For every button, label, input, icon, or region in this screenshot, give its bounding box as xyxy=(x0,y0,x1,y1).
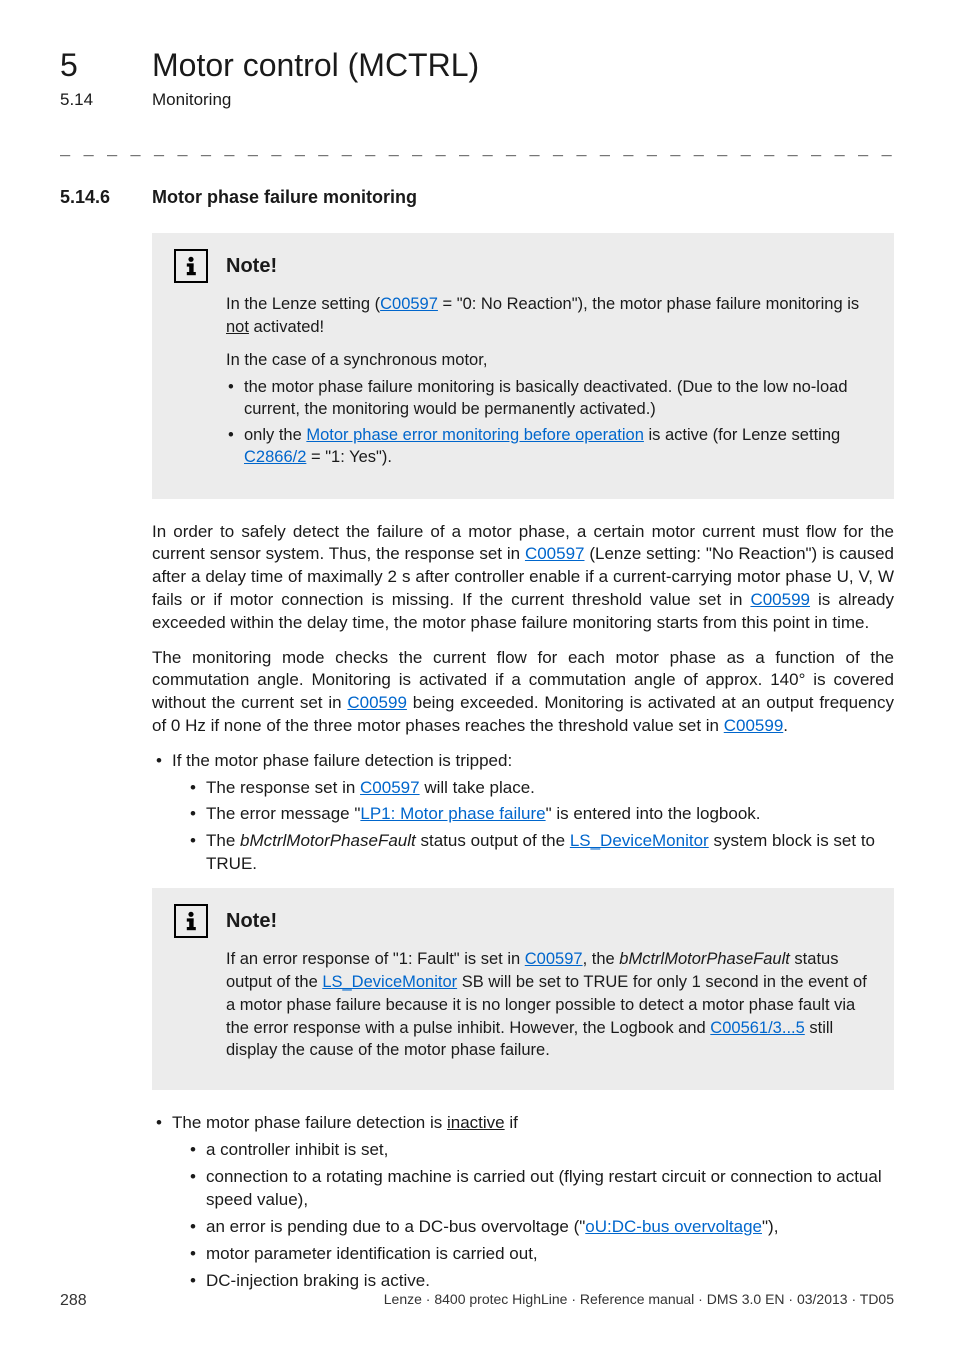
subsection-title: Motor phase failure monitoring xyxy=(152,187,417,207)
link-c00597[interactable]: C00597 xyxy=(380,295,438,313)
link-c00597[interactable]: C00597 xyxy=(525,950,583,968)
link-c00561[interactable]: C00561/3...5 xyxy=(710,1019,805,1037)
note-text: In the Lenze setting (C00597 = "0: No Re… xyxy=(226,293,872,339)
note-text: If an error response of "1: Fault" is se… xyxy=(226,948,872,1062)
note-title: Note! xyxy=(226,908,277,935)
list-item: a controller inhibit is set, xyxy=(188,1139,894,1162)
subsection-number: 5.14.6 xyxy=(60,185,152,209)
link-c00599[interactable]: C00599 xyxy=(724,716,784,735)
chapter-title: Motor control (MCTRL) xyxy=(152,44,479,87)
bullet-list: The motor phase failure detection is ina… xyxy=(152,1112,894,1293)
link-ou-overvoltage[interactable]: oU:DC-bus overvoltage xyxy=(585,1217,762,1236)
separator-dashes: _ _ _ _ _ _ _ _ _ _ _ _ _ _ _ _ _ _ _ _ … xyxy=(60,136,894,159)
body-paragraph: In order to safely detect the failure of… xyxy=(152,521,894,635)
link-motor-phase-error[interactable]: Motor phase error monitoring before oper… xyxy=(306,426,644,444)
list-item: an error is pending due to a DC-bus over… xyxy=(188,1216,894,1239)
link-c00597[interactable]: C00597 xyxy=(525,544,585,563)
chapter-number: 5 xyxy=(60,44,152,87)
note-box: Note! If an error response of "1: Fault"… xyxy=(152,888,894,1090)
bullet-list: If the motor phase failure detection is … xyxy=(152,750,894,877)
footer-info: Lenze · 8400 protec HighLine · Reference… xyxy=(384,1290,894,1312)
link-ls-devicemonitor[interactable]: LS_DeviceMonitor xyxy=(570,831,709,850)
list-item: If the motor phase failure detection is … xyxy=(152,750,894,877)
running-head: 5Motor control (MCTRL) 5.14Monitoring xyxy=(60,44,894,112)
page-footer: 288 Lenze · 8400 protec HighLine · Refer… xyxy=(60,1290,894,1312)
subsection-heading: 5.14.6Motor phase failure monitoring xyxy=(60,185,894,209)
list-item: The response set in C00597 will take pla… xyxy=(188,777,894,800)
note-box: Note! In the Lenze setting (C00597 = "0:… xyxy=(152,233,894,498)
link-c00597[interactable]: C00597 xyxy=(360,778,420,797)
page-number: 288 xyxy=(60,1290,87,1312)
list-item: The error message "LP1: Motor phase fail… xyxy=(188,803,894,826)
list-item: The motor phase failure detection is ina… xyxy=(152,1112,894,1293)
info-icon xyxy=(174,904,208,938)
section-title: Monitoring xyxy=(152,90,231,109)
link-ls-devicemonitor[interactable]: LS_DeviceMonitor xyxy=(322,973,457,991)
link-c00599[interactable]: C00599 xyxy=(347,693,407,712)
list-item: the motor phase failure monitoring is ba… xyxy=(226,376,872,421)
link-c00599[interactable]: C00599 xyxy=(750,590,810,609)
list-item: DC-injection braking is active. xyxy=(188,1270,894,1293)
link-lp1[interactable]: LP1: Motor phase failure xyxy=(360,804,545,823)
list-item: only the Motor phase error monitoring be… xyxy=(226,424,872,469)
link-c2866-2[interactable]: C2866/2 xyxy=(244,448,306,466)
note-title: Note! xyxy=(226,253,277,280)
list-item: motor parameter identification is carrie… xyxy=(188,1243,894,1266)
section-number: 5.14 xyxy=(60,89,152,112)
info-icon xyxy=(174,249,208,283)
note-list: the motor phase failure monitoring is ba… xyxy=(226,376,872,469)
body-paragraph: The monitoring mode checks the current f… xyxy=(152,647,894,738)
list-item: connection to a rotating machine is carr… xyxy=(188,1166,894,1212)
body-content: Note! In the Lenze setting (C00597 = "0:… xyxy=(152,233,894,1292)
note-text: In the case of a synchronous motor, xyxy=(226,349,872,372)
list-item: The bMctrlMotorPhaseFault status output … xyxy=(188,830,894,876)
